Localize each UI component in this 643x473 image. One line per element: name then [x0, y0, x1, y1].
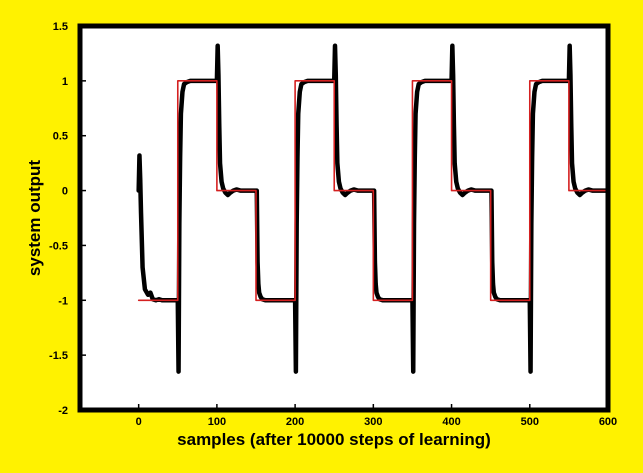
x-axis-label: samples (after 10000 steps of learning)	[177, 430, 491, 449]
y-tick-label: 0.5	[53, 131, 68, 143]
x-tick-label: 300	[364, 416, 382, 428]
x-tick-label: 400	[442, 416, 460, 428]
plot-frame	[77, 23, 611, 413]
y-tick-label: -1	[58, 295, 68, 307]
plot-area	[80, 26, 608, 410]
y-tick-label: 1.5	[53, 21, 68, 33]
x-tick-label: 100	[208, 416, 226, 428]
x-tick-label: 600	[599, 416, 617, 428]
x-tick-label: 200	[286, 416, 304, 428]
x-tick-label: 500	[521, 416, 539, 428]
series-layer	[136, 43, 611, 374]
y-tick-label: 1	[62, 76, 68, 88]
x-tick-label: 0	[136, 416, 142, 428]
x-axis-ticks: 0 100 200 300 400 500 600	[136, 404, 617, 428]
y-tick-label: -2	[58, 405, 68, 417]
y-tick-label: -1.5	[49, 350, 68, 362]
y-tick-label: -0.5	[49, 240, 68, 252]
y-tick-label: 0	[62, 186, 68, 198]
series-line-reference	[137, 80, 609, 302]
y-axis-label: system output	[25, 160, 44, 277]
y-axis-ticks: -2 -1.5 -1 -0.5 0 0.5 1 1.5	[49, 21, 86, 417]
